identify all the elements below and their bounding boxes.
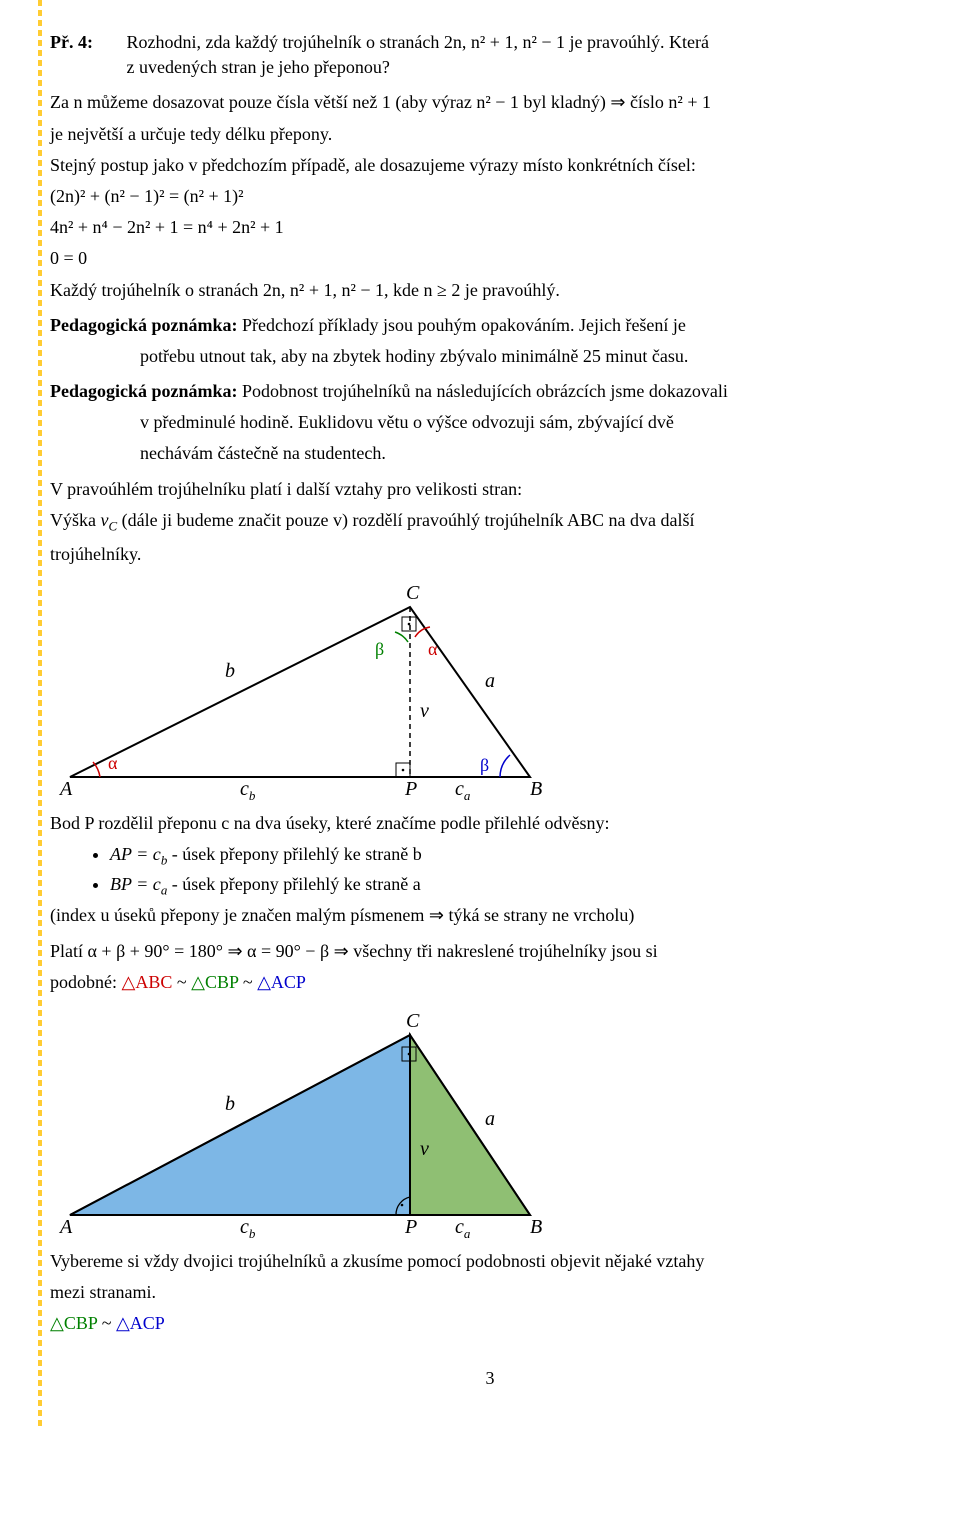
sol-eq3: 0 = 0 <box>50 246 930 271</box>
b1b: - úsek přepony přilehlý ke straně b <box>172 844 422 864</box>
paragraph-altitude: V pravoúhlém trojúhelníku platí i další … <box>50 477 930 567</box>
alpha-A-label: α <box>108 753 118 773</box>
figure-2-svg: A B C P b a v cb ca <box>50 1005 610 1245</box>
rel-CBP: △CBP <box>50 1313 97 1333</box>
b1a: AP = c <box>110 844 161 864</box>
sol-p1b: je největší a určuje tedy délku přepony. <box>50 122 930 147</box>
note2-t3: nechávám částečně na studentech. <box>140 441 930 466</box>
sol-eq1: (2n)² + (n² − 1)² = (n² + 1)² <box>50 184 930 209</box>
after2-p1: Vybereme si vždy dvojici trojúhelníků a … <box>50 1249 930 1274</box>
afterFig1-p: Bod P rozdělil přeponu c na dva úseky, k… <box>50 811 930 836</box>
note1-head: Pedagogická poznámka: <box>50 315 238 335</box>
note2-t1: Podobnost trojúhelníků na následujících … <box>242 381 728 401</box>
similar-triangles: △ABC ~ △CBP ~ △ACP <box>122 972 306 992</box>
afterFig1-li1: AP = cb - úsek přepony přilehlý ke stran… <box>110 842 930 870</box>
b2a: BP = c <box>110 874 161 894</box>
label2-A: A <box>58 1216 73 1238</box>
label2-v: v <box>420 1138 429 1160</box>
rel-ACP: △ACP <box>116 1313 165 1333</box>
arc-dot-P2 <box>401 1204 404 1207</box>
label2-a: a <box>485 1108 495 1130</box>
figure-1-svg: α β β α A B C P b a v cb ca <box>50 577 610 807</box>
label-a: a <box>485 670 495 692</box>
exercise-label: Př. 4: <box>50 30 122 55</box>
beta-C-label: β <box>375 639 384 659</box>
triangle-outline <box>70 607 530 777</box>
label-P: P <box>404 778 417 800</box>
label2-cb: cb <box>240 1216 256 1241</box>
label-ca: ca <box>455 778 471 803</box>
sol-p2: Stejný postup jako v předchozím případě,… <box>50 153 930 178</box>
tri-CBP: △CBP <box>191 972 238 992</box>
after2-rel: △CBP ~ △ACP <box>50 1311 930 1336</box>
after2-p2: mezi stranami. <box>50 1280 930 1305</box>
para1-l2a: Výška <box>50 510 101 530</box>
label-cb: cb <box>240 778 256 803</box>
label2-ca: ca <box>455 1216 471 1241</box>
tri-ABC: △ABC <box>122 972 173 992</box>
sol-eq2: 4n² + n⁴ − 2n² + 1 = n⁴ + 2n² + 1 <box>50 215 930 240</box>
after-fig2: Vybereme si vždy dvojici trojúhelníků a … <box>50 1249 930 1337</box>
b2b: - úsek přepony přilehlý ke straně a <box>172 874 421 894</box>
para1-l1: V pravoúhlém trojúhelníku platí i další … <box>50 477 930 502</box>
alpha-C-label: α <box>428 639 438 659</box>
sep2: ~ <box>243 972 257 992</box>
para1-l2c: (dále ji budeme značit pouze v) rozdělí … <box>117 510 694 530</box>
page-number: 3 <box>50 1366 930 1391</box>
exercise-line2: z uvedených stran je jeho přeponou? <box>127 57 390 77</box>
ped-note-2: Pedagogická poznámka: Podobnost trojúhel… <box>50 379 930 467</box>
angle-relation: Platí α + β + 90° = 180° ⇒ α = 90° − β ⇒… <box>50 939 930 995</box>
after-fig1: Bod P rozdělil přeponu c na dva úseky, k… <box>50 811 930 929</box>
label2-b: b <box>225 1093 235 1115</box>
label-b: b <box>225 660 235 682</box>
sol-p3: Každý trojúhelník o stranách 2n, n² + 1,… <box>50 278 930 303</box>
li1-lhs: AP = cb <box>110 844 167 864</box>
ped-note-1: Pedagogická poznámka: Předchozí příklady… <box>50 313 930 369</box>
note2-t2: v předminulé hodině. Euklidovu větu o vý… <box>140 410 930 435</box>
label2-C: C <box>406 1010 420 1032</box>
angleRel-l1: Platí α + β + 90° = 180° ⇒ α = 90° − β ⇒… <box>50 939 930 964</box>
angle-beta-C <box>395 632 408 642</box>
li2-lhs: BP = ca <box>110 874 167 894</box>
note1-t1: Předchozí příklady jsou pouhým opakování… <box>242 315 686 335</box>
label-v: v <box>420 700 429 722</box>
para1-l3: trojúhelníky. <box>50 542 930 567</box>
afterFig1-li2: BP = ca - úsek přepony přilehlý ke stran… <box>110 872 930 900</box>
angleRel-l2: podobné: <box>50 972 122 992</box>
note2-head: Pedagogická poznámka: <box>50 381 238 401</box>
angle-beta-B <box>500 755 510 777</box>
left-margin-stripe <box>38 0 42 1428</box>
label-B: B <box>530 778 542 800</box>
b1sub: b <box>161 853 167 868</box>
b2sub: a <box>161 882 167 897</box>
vC: vC <box>101 510 118 530</box>
sep1: ~ <box>177 972 191 992</box>
exercise-line1: Rozhodni, zda každý trojúhelník o straná… <box>127 32 709 52</box>
right-angle-dot-C <box>408 622 411 625</box>
label2-P: P <box>404 1216 417 1238</box>
tri-ACP: △ACP <box>257 972 306 992</box>
right-angle-dot-P <box>402 768 405 771</box>
label2-B: B <box>530 1216 542 1238</box>
note1-t2: potřebu utnout tak, aby na zbytek hodiny… <box>140 344 930 369</box>
label-A: A <box>58 778 73 800</box>
right-angle-dot-C2 <box>408 1053 411 1056</box>
exercise-block: Př. 4: Rozhodni, zda každý trojúhelník o… <box>50 30 930 80</box>
rel-sep: ~ <box>102 1313 116 1333</box>
afterFig1-list: AP = cb - úsek přepony přilehlý ke stran… <box>110 842 930 899</box>
label-C: C <box>406 582 420 604</box>
exercise-text: Rozhodni, zda každý trojúhelník o straná… <box>127 30 927 80</box>
sol-p1a: Za n můžeme dosazovat pouze čísla větší … <box>50 90 930 115</box>
beta-B-label: β <box>480 755 489 775</box>
afterFig1-p2: (index u úseků přepony je značen malým p… <box>50 903 930 928</box>
solution-block: Za n můžeme dosazovat pouze čísla větší … <box>50 90 930 302</box>
